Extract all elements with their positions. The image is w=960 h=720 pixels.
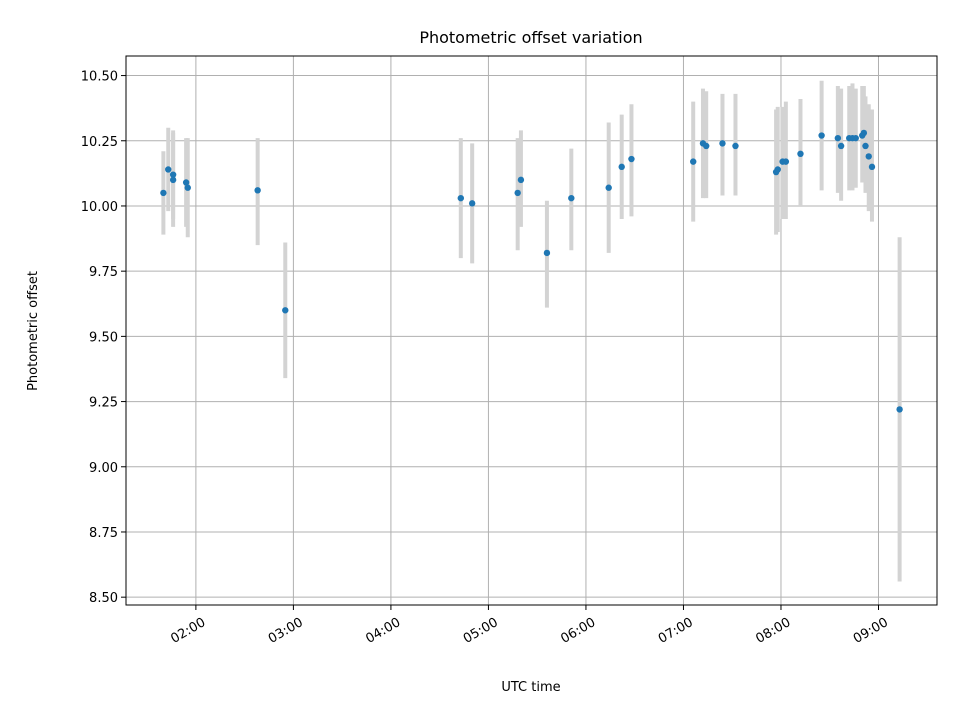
chart-title: Photometric offset variation [419,28,642,47]
y-tick-label: 10.25 [81,135,118,150]
y-tick-label: 10.50 [81,70,118,85]
data-point [690,158,697,165]
plot-frame [125,55,938,606]
data-point [605,184,612,191]
data-point [774,166,781,173]
data-point [865,153,872,160]
data-point [896,406,903,413]
data-point [468,200,476,207]
data-point [862,142,869,150]
y-tick-label: 8.75 [89,526,118,541]
x-axis-label: UTC time [501,680,560,695]
data-point [618,163,625,171]
data-point [543,249,551,257]
data-point [732,142,739,150]
data-point [852,134,859,142]
data-point [868,163,876,171]
y-tick-label: 9.50 [89,330,118,345]
data-point [517,176,525,184]
data-point [457,194,465,202]
data-point [797,150,804,158]
y-tick-label: 10.00 [81,200,118,215]
grid [126,56,937,605]
data-point [282,307,289,314]
y-axis-label: Photometric offset [26,271,41,391]
data-point [860,129,868,137]
data-point [514,189,521,197]
data-point [165,166,172,173]
data-point [169,176,177,184]
data-point [628,155,635,163]
data-point [568,194,575,202]
data-point [834,134,842,142]
data-point [160,189,167,197]
y-tick-label: 9.75 [89,265,118,280]
data-point [818,132,825,139]
data-point [182,179,190,186]
data-point [254,187,261,194]
y-tick-label: 9.25 [89,396,118,411]
data-point [782,158,790,165]
data-points [160,129,903,413]
y-tick-label: 9.00 [89,461,118,476]
data-point [719,140,726,147]
data-point [837,142,845,150]
data-point [703,142,710,150]
data-point [184,184,191,191]
data-point [169,171,177,178]
y-tick-label: 8.50 [89,591,118,606]
